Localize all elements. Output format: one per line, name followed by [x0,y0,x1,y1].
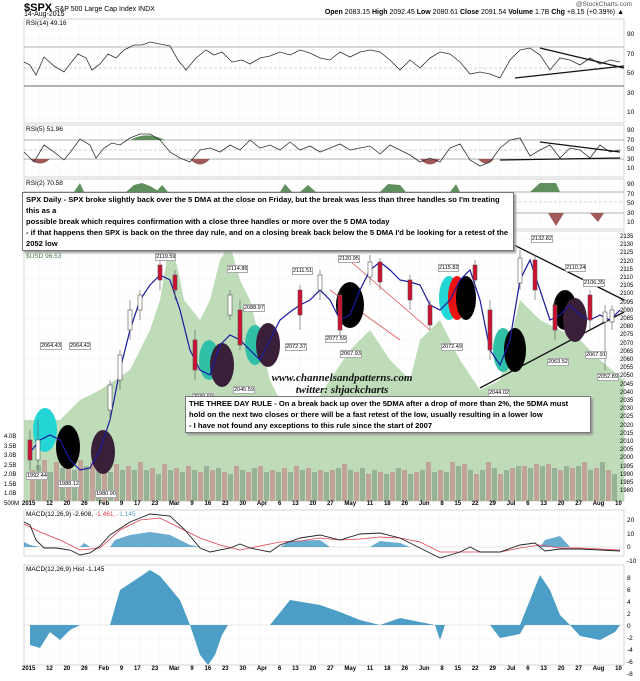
macd-hist-axis: 8 6 4 2 0 -2 -4 -6 -8 [627,575,633,678]
macd-hist-panel [23,564,625,666]
watermark: www.channelsandpatterns.com twitter: shj… [271,372,413,396]
price-axis: 2135 2130 2125 2120 2115 2110 2105 2100 2095 2090… [620,234,634,495]
rsi5-label: RSI(5) 51.96 [26,126,63,133]
rsi14-label: RSI(14) 49.16 [26,20,67,27]
macd-label: MACD(12,26,9) -2.608, -1.461, -1.145 [26,511,136,518]
symbol-title: $SPX S&P 500 Large Cap Index INDX [24,2,155,14]
note-three-day-rule: THE THREE DAY RULE - On a break back up … [185,396,591,433]
chart-header: $SPX S&P 500 Large Cap Index INDX 14-Aug… [0,0,640,20]
x-axis-price: 2015 12 20 26 Feb 9 17 23 Mar 9 16 23 30 Apr 6 13 20 27 Ma… [22,501,622,507]
price-panel [23,230,625,502]
rsi5-panel [23,124,625,178]
volume-bars [30,460,617,501]
rsi5-axis: 90 70 50 30 10 [627,127,635,173]
rsi2-label: RSI(2) 70.58 [26,180,63,187]
ohlc-summary: Open 2083.15 High 2092.45 Low 2080.61 Cl… [324,9,624,16]
chart-date: 14-Aug-2015 [24,11,65,18]
note-top: SPX Daily - SPX broke slightly back over… [22,192,514,251]
macd-axis: 20 10 0 -10 [627,517,637,565]
rsi14-panel [23,18,625,124]
rsi2-axis: 90 70 50 30 10 [627,181,635,227]
rsi14-axis: 90 70 50 30 10 [627,31,635,116]
credit: @StockCharts.com [575,1,632,8]
volume-axis: 4.0B 3.5B 3.0B 2.5B 2.0B 1.5B 1.0B 500M [4,434,20,507]
macd-panel [23,509,625,559]
macd-hist-label: MACD(12,26,9) Hist -1.145 [26,566,105,573]
x-axis-bottom: 2015 12 20 26 Feb 9 17 23 Mar 9 16 23 30 Apr 6 13 20 27 Ma… [22,666,622,672]
